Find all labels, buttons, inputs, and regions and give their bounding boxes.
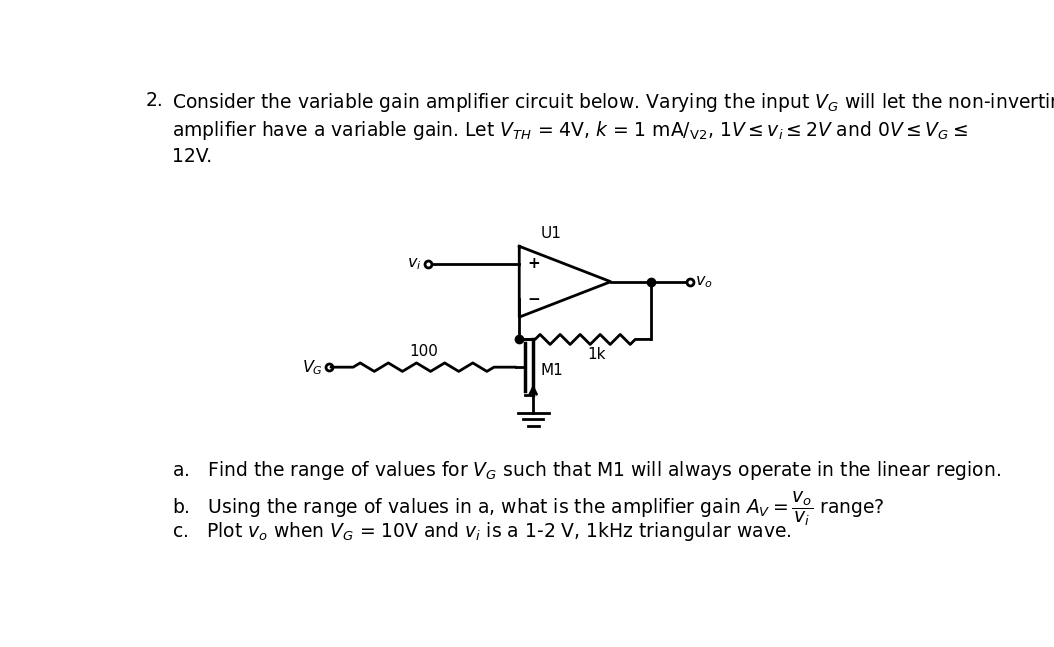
Text: amplifier have a variable gain. Let $V_{TH}$ = 4V, $k$ = 1 $\mathregular{mA/_{V2: amplifier have a variable gain. Let $V_{…	[172, 119, 968, 142]
Text: M1: M1	[540, 363, 563, 378]
Text: $V_G$: $V_G$	[302, 358, 324, 377]
Text: b.   Using the range of values in a, what is the amplifier gain $A_V = \dfrac{v_: b. Using the range of values in a, what …	[172, 490, 884, 528]
Text: c.   Plot $v_o$ when $V_G$ = 10V and $v_i$ is a 1-2 V, 1kHz triangular wave.: c. Plot $v_o$ when $V_G$ = 10V and $v_i$…	[172, 520, 792, 543]
Text: 12V.: 12V.	[172, 147, 212, 166]
Text: U1: U1	[541, 226, 562, 241]
Text: +: +	[527, 256, 540, 272]
Text: Consider the variable gain amplifier circuit below. Varying the input $V_G$ will: Consider the variable gain amplifier cir…	[172, 91, 1054, 114]
Text: −: −	[527, 292, 540, 307]
Text: 1k: 1k	[587, 347, 606, 362]
Text: 2.: 2.	[145, 91, 163, 110]
Text: a.   Find the range of values for $V_G$ such that M1 will always operate in the : a. Find the range of values for $V_G$ su…	[172, 459, 1001, 482]
Text: 100: 100	[409, 344, 438, 360]
Text: $v_o$: $v_o$	[696, 274, 713, 290]
Text: $v_i$: $v_i$	[407, 256, 422, 272]
